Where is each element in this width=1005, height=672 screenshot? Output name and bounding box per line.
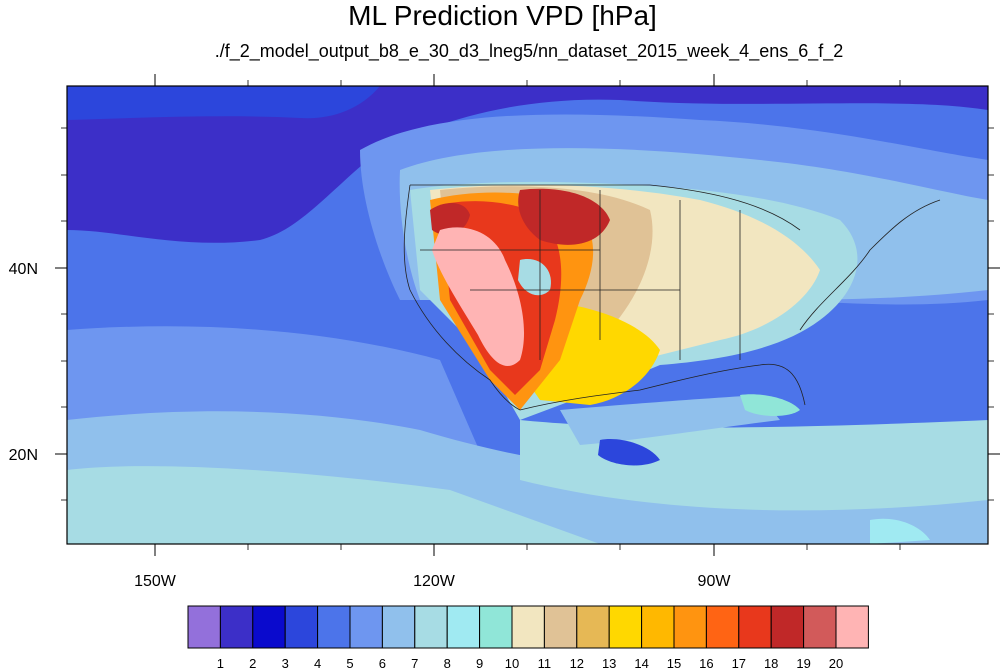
minor-ticks <box>61 80 994 550</box>
colorbar-swatch <box>414 605 448 649</box>
colorbar-label: 13 <box>602 656 616 671</box>
colorbar-label: 5 <box>346 656 353 671</box>
colorbar-label: 8 <box>444 656 451 671</box>
lon-label-150w: 150W <box>134 573 177 590</box>
map-subtitle: ./f_2_model_output_b8_e_30_d3_lneg5/nn_d… <box>214 41 844 61</box>
colorbar-swatch <box>219 605 254 649</box>
colorbar: 1 2 3 4 5 6 7 8 9 10 11 12 13 14 15 16 17 18 19 20 <box>187 605 869 671</box>
colorbar-swatch <box>835 605 869 649</box>
colorbar-swatch <box>576 605 610 649</box>
colorbar-label: 16 <box>699 656 713 671</box>
colorbar-swatch <box>803 605 837 649</box>
colorbar-label: 11 <box>538 656 552 671</box>
colorbar-label: 4 <box>314 656 321 671</box>
colorbar-swatch <box>673 605 707 649</box>
colorbar-swatch <box>770 605 805 649</box>
colorbar-swatch <box>705 605 740 649</box>
colorbar-swatch <box>317 605 351 649</box>
colorbar-label: 15 <box>667 656 681 671</box>
colorbar-label: 1 <box>217 656 224 671</box>
colorbar-swatch <box>543 605 578 649</box>
map-title: ML Prediction VPD [hPa] <box>348 0 657 31</box>
lat-label-20n: 20N <box>9 447 38 464</box>
plot-frame <box>66 85 989 545</box>
colorbar-swatch <box>608 605 643 649</box>
colorbar-label: 3 <box>282 656 289 671</box>
colorbar-label: 7 <box>411 656 418 671</box>
vpd-field <box>67 86 988 544</box>
colorbar-swatch <box>349 605 383 649</box>
colorbar-label: 6 <box>379 656 386 671</box>
colorbar-label: 14 <box>634 656 648 671</box>
colorbar-swatch <box>511 605 545 649</box>
colorbar-swatch <box>641 605 675 649</box>
colorbar-swatch <box>187 605 221 649</box>
colorbar-label: 10 <box>505 656 519 671</box>
colorbar-label: 2 <box>249 656 256 671</box>
axis-ticks <box>55 74 1000 556</box>
lon-label-120w: 120W <box>413 573 456 590</box>
coastlines <box>403 184 941 411</box>
colorbar-swatch <box>738 605 772 649</box>
colorbar-swatch <box>284 605 319 649</box>
colorbar-swatch <box>252 605 286 649</box>
colorbar-label: 18 <box>764 656 778 671</box>
colorbar-swatch <box>479 605 513 649</box>
colorbar-swatch <box>381 605 416 649</box>
colorbar-label: 17 <box>732 656 746 671</box>
lat-label-40n: 40N <box>9 261 38 278</box>
colorbar-label: 9 <box>476 656 483 671</box>
colorbar-label: 20 <box>829 656 843 671</box>
colorbar-swatch <box>446 605 481 649</box>
colorbar-label: 12 <box>570 656 584 671</box>
lon-label-90w: 90W <box>698 573 732 590</box>
colorbar-label: 19 <box>796 656 810 671</box>
